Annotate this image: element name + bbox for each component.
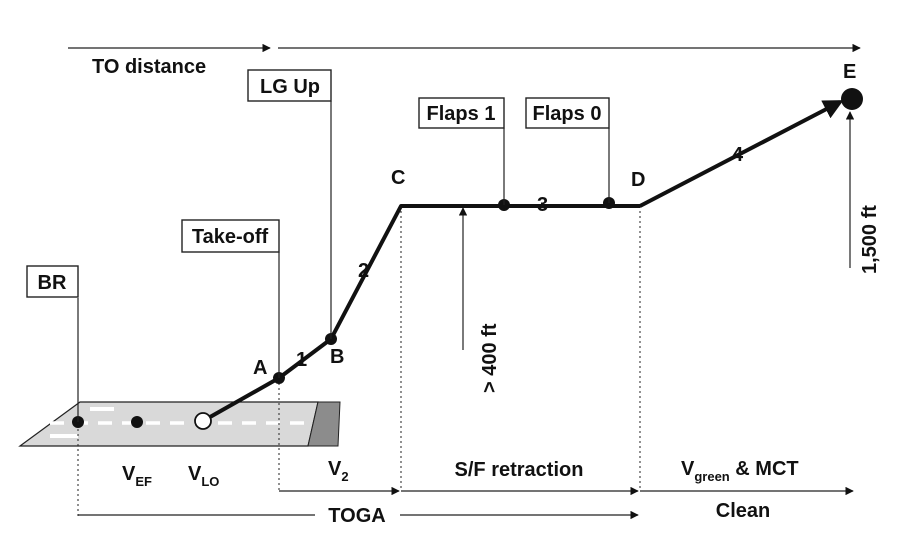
runway-marking-bottom <box>50 434 78 438</box>
runway-end <box>307 401 341 447</box>
flight-path-final-segment <box>639 100 844 208</box>
vgreen-mct-label: Vgreen & MCT <box>681 458 799 484</box>
point-a-label: A <box>253 357 267 379</box>
br-label: BR <box>38 272 67 294</box>
point-d-label: D <box>631 169 645 191</box>
lg-up-box <box>247 69 332 102</box>
flaps0-label: Flaps 0 <box>533 103 602 125</box>
to-distance-label: TO distance <box>92 56 206 78</box>
point-c-label: C <box>391 167 405 189</box>
take-off-box <box>181 219 280 253</box>
vef-point <box>131 416 143 428</box>
point-b-label: B <box>330 346 344 368</box>
segment-1-label: 1 <box>296 349 307 371</box>
point-e-label: E <box>843 61 856 83</box>
flaps0-box <box>525 97 610 129</box>
vlo-point <box>194 412 212 430</box>
toga-label: TOGA <box>328 505 385 527</box>
segment-4-label: 4 <box>732 144 744 166</box>
take-off-label: Take-off <box>192 226 269 248</box>
alt-400-label: > 400 ft <box>479 323 501 393</box>
lg-up-label: LG Up <box>260 76 320 98</box>
point-e <box>841 88 863 110</box>
phase-sf-retraction-label: S/F retraction <box>455 459 584 481</box>
flaps1-label: Flaps 1 <box>427 103 496 125</box>
vef-label: VEF <box>122 463 152 489</box>
phase-clean-label: Clean <box>716 500 770 522</box>
segment-2-label: 2 <box>358 260 369 282</box>
v2-label: V2 <box>328 458 349 484</box>
flaps1-box <box>418 97 505 129</box>
alt-1500-label: 1,500 ft <box>859 205 881 274</box>
runway-marking-top <box>90 407 114 411</box>
br-box <box>26 265 79 298</box>
vlo-label: VLO <box>188 463 219 489</box>
segment-3-label: 3 <box>537 194 548 216</box>
